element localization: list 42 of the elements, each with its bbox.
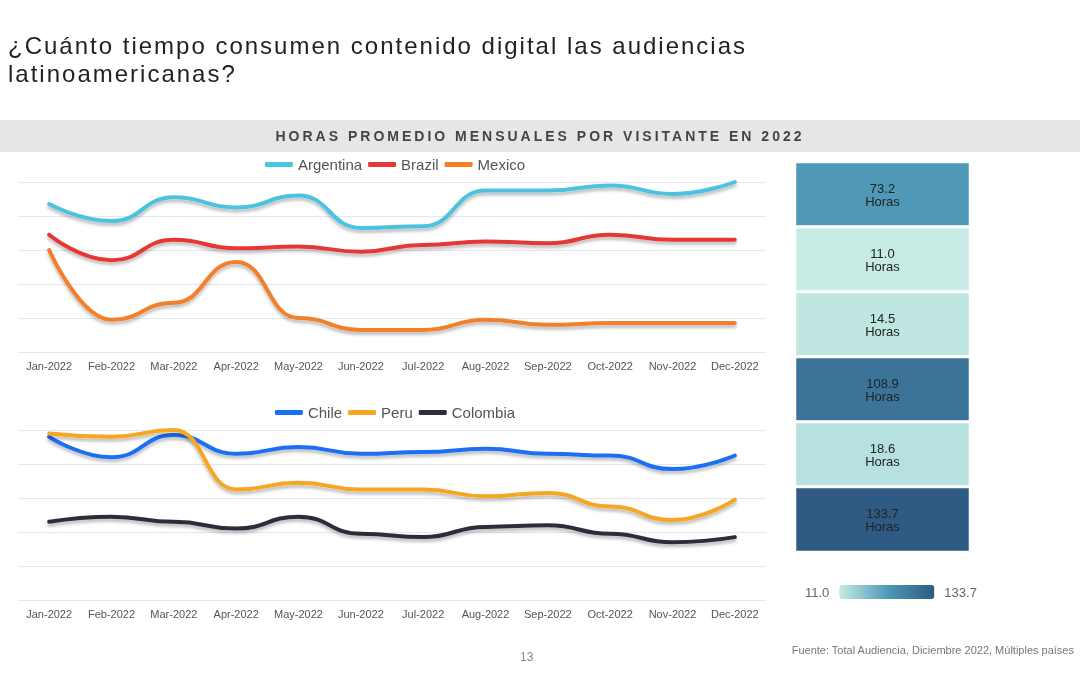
x-tick-label: Oct-2022 bbox=[587, 359, 633, 372]
x-tick-label: Mar-2022 bbox=[150, 607, 198, 620]
chart-subtitle: HORAS PROMEDIO MENSUALES POR VISITANTE EN 2022 bbox=[0, 120, 1080, 152]
x-tick-label: Jun-2022 bbox=[337, 359, 384, 372]
x-tick-label: Jul-2022 bbox=[402, 607, 445, 620]
x-tick-label: Sep-2022 bbox=[523, 607, 572, 620]
chart-title: ¿Cuánto tiempo consumen contenido digital las audiencias latinoamericanas? bbox=[8, 32, 749, 88]
data-label: 108.9 Horas bbox=[865, 375, 901, 404]
x-tick-label: Nov-2022 bbox=[648, 359, 697, 372]
legend-label: Mexico bbox=[477, 156, 526, 173]
x-tick-label: Dec-2022 bbox=[710, 359, 759, 372]
data-label: 11.0 Horas bbox=[865, 245, 901, 274]
x-tick-label: Aug-2022 bbox=[461, 607, 510, 620]
x-tick-label: Apr-2022 bbox=[213, 607, 259, 620]
x-tick-label: Feb-2022 bbox=[87, 359, 136, 372]
x-tick-label: Jan-2022 bbox=[26, 359, 73, 372]
data-label: 14.5 Horas bbox=[865, 310, 901, 339]
x-tick-label: May-2022 bbox=[274, 359, 323, 372]
legend-label: Brazil bbox=[401, 156, 439, 173]
text: 13 bbox=[520, 650, 534, 664]
x-tick-label: Aug-2022 bbox=[461, 359, 510, 372]
legend-label: Colombia bbox=[451, 404, 516, 421]
x-tick-label: Jul-2022 bbox=[402, 359, 445, 372]
x-tick-label: Dec-2022 bbox=[710, 607, 759, 620]
x-tick-label: Nov-2022 bbox=[648, 607, 697, 620]
source-note: Fuente: Total Audiencia, Diciembre 2022, Múltiples países bbox=[791, 644, 1074, 656]
x-tick-label: Jun-2022 bbox=[337, 607, 384, 620]
x-tick-label: Feb-2022 bbox=[87, 607, 136, 620]
text: 11.0 bbox=[804, 584, 830, 600]
x-tick-label: Mar-2022 bbox=[150, 359, 198, 372]
data-label: 18.6 Horas bbox=[865, 440, 901, 469]
data-label: 73.2 Horas bbox=[865, 180, 901, 209]
text: 133.7 bbox=[944, 584, 977, 600]
x-tick-label: Apr-2022 bbox=[213, 359, 259, 372]
data-label: 133.7 Horas bbox=[865, 505, 901, 534]
legend-label: Chile bbox=[307, 404, 343, 421]
x-tick-label: Sep-2022 bbox=[523, 359, 572, 372]
legend-label: Argentina bbox=[297, 156, 363, 173]
x-tick-label: Jan-2022 bbox=[26, 607, 73, 620]
x-tick-label: Oct-2022 bbox=[587, 607, 633, 620]
x-tick-label: May-2022 bbox=[274, 607, 323, 620]
legend-label: Peru bbox=[381, 404, 413, 421]
